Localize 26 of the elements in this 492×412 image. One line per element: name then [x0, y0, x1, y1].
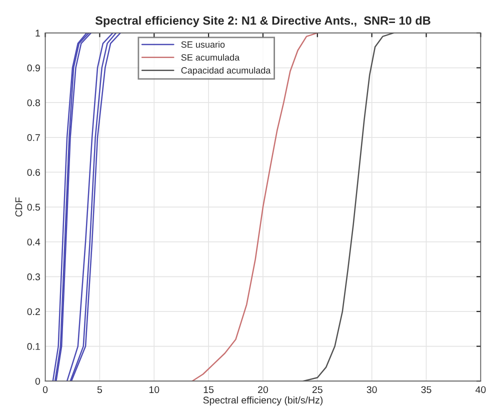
y-tick-label: 1: [36, 30, 40, 36]
legend-label: Capacidad acumulada: [181, 66, 271, 76]
y-axis-title: CDF: [15, 197, 22, 217]
x-tick-label: 35: [421, 386, 432, 394]
y-tick-label: 0.3: [27, 273, 40, 280]
x-tick-label: 25: [312, 386, 322, 394]
y-tick-label: 0.2: [27, 308, 40, 316]
x-tick-label: 5: [97, 386, 102, 394]
y-tick-label: 0: [35, 378, 40, 385]
x-tick-label: 40: [476, 386, 486, 394]
y-tick-label: 0.8: [27, 99, 40, 106]
x-tick-label: 30: [366, 386, 377, 394]
y-tick-label: 0.4: [27, 238, 40, 246]
y-tick-label: 0.1: [27, 343, 40, 350]
x-axis-title: Spectral efficiency (bit/s/Hz): [203, 396, 323, 406]
y-tick-label: 0.7: [27, 134, 40, 142]
legend-label: SE usuario: [181, 41, 225, 48]
y-tick-label: 0.5: [27, 204, 40, 211]
y-tick-label: 0.9: [27, 64, 40, 72]
legend-label: SE acumulada: [181, 54, 240, 61]
x-tick-label: 15: [204, 386, 214, 394]
chart-title: Spectral efficiency Site 2: N1 & Directive Ants., SNR= 10 dB: [95, 16, 430, 28]
x-tick-label: 0: [42, 386, 48, 394]
x-tick-label: 20: [258, 386, 268, 394]
y-tick-label: 0.6: [27, 168, 40, 176]
x-tick-label: 10: [149, 386, 160, 394]
